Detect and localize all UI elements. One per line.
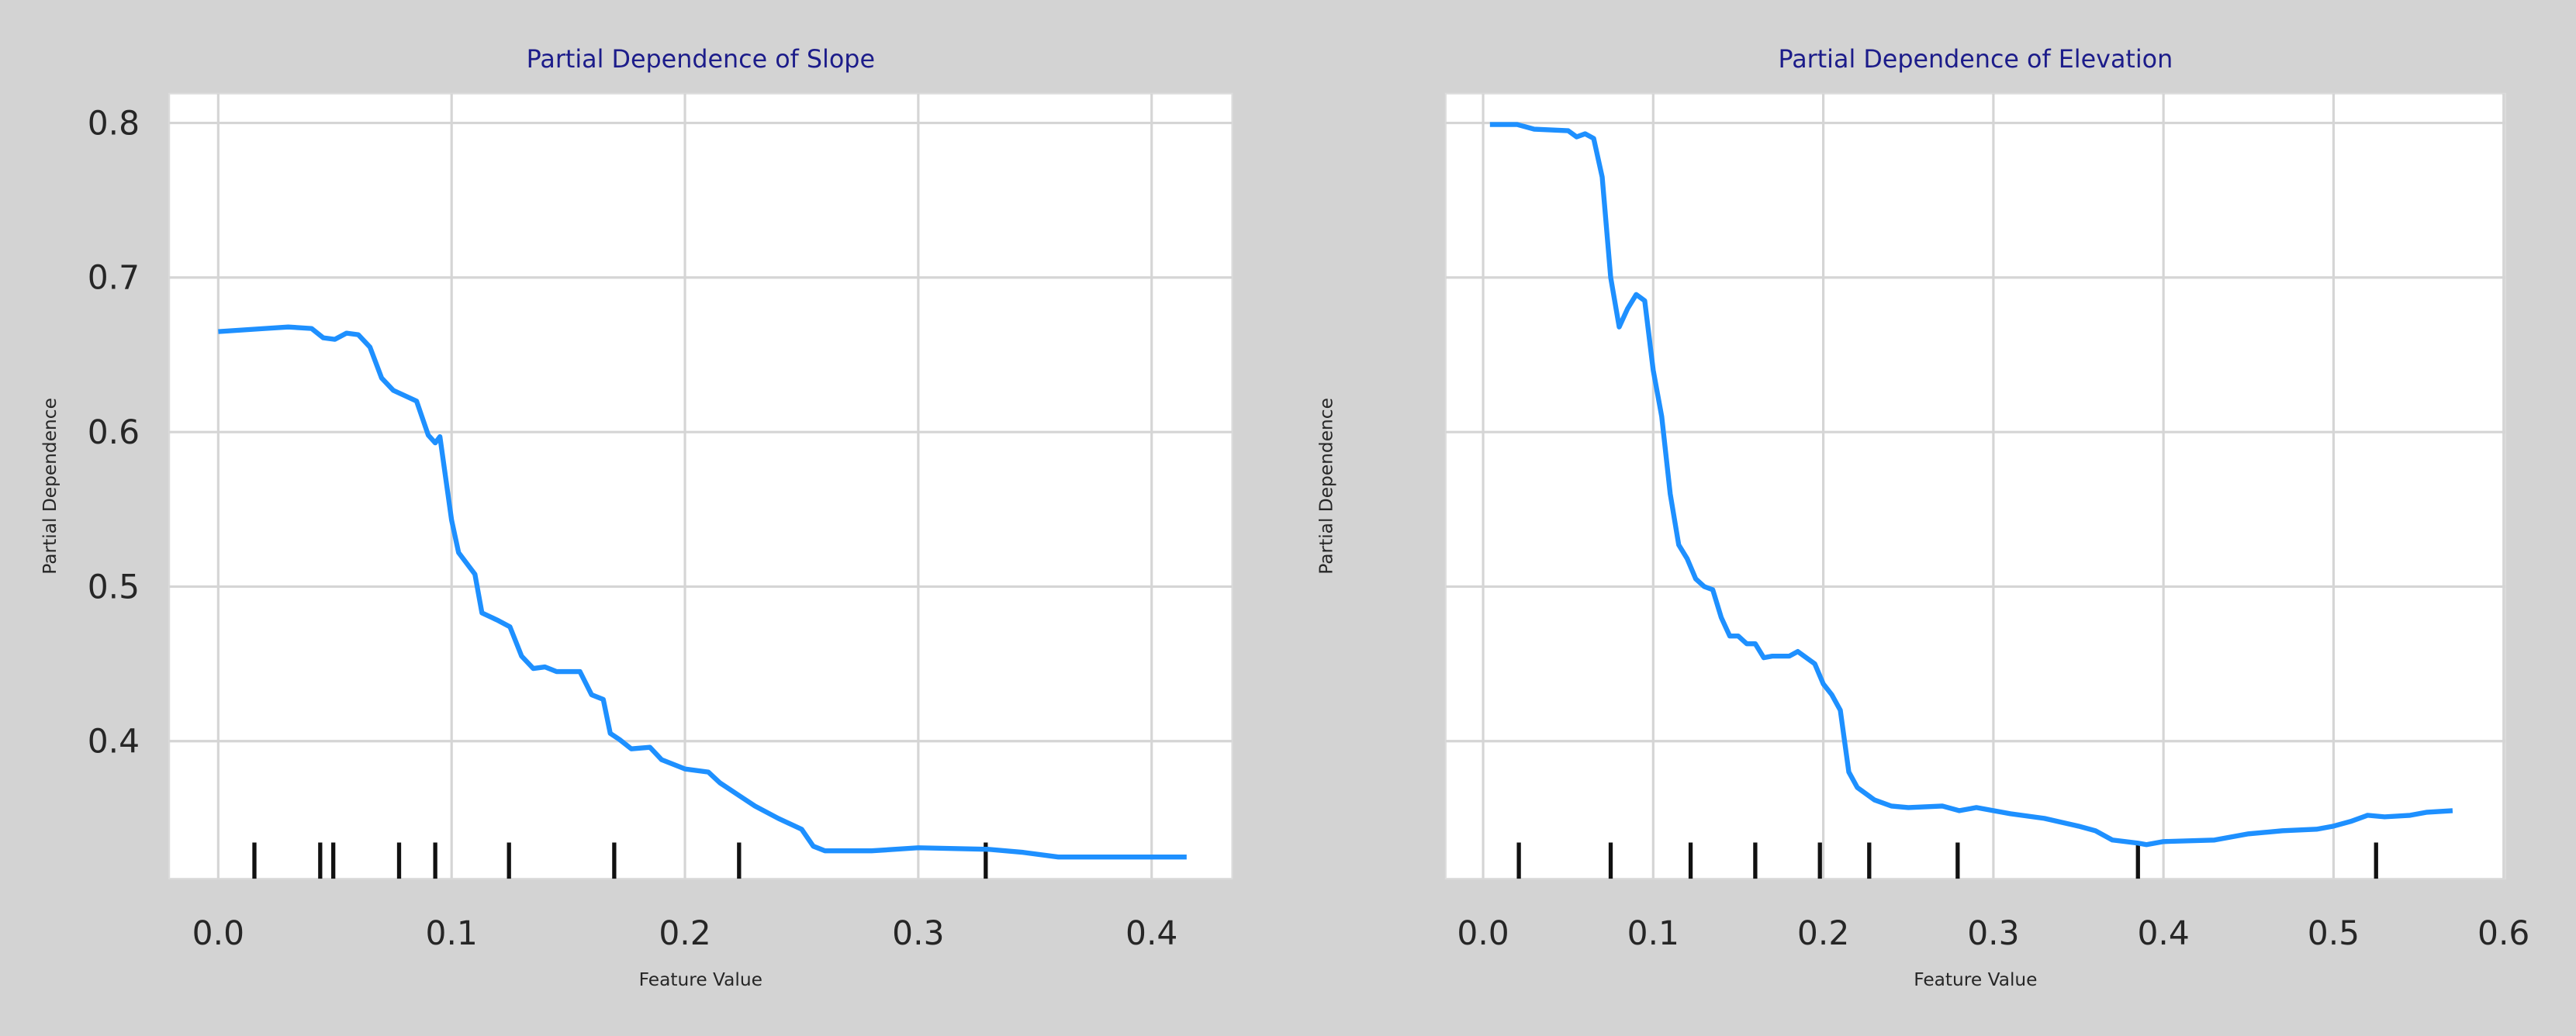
x-tick-label: 0.3	[892, 914, 944, 952]
x-tick-label: 0.2	[659, 914, 711, 952]
y-tick-label: 0.8	[88, 104, 140, 142]
x-tick-label: 0.4	[1125, 914, 1177, 952]
y-tick-label: 0.7	[88, 259, 140, 297]
x-axis-label: Feature Value	[1914, 969, 2037, 990]
plot-area	[1444, 92, 2506, 880]
x-tick-label: 0.4	[2137, 914, 2189, 952]
y-axis-label: Partial Dependence	[1316, 398, 1337, 575]
x-tick-label: 0.2	[1797, 914, 1849, 952]
x-tick-label: 0.1	[426, 914, 478, 952]
y-tick-label: 0.4	[88, 723, 140, 761]
x-tick-label: 0.1	[1627, 914, 1679, 952]
chart-title: Partial Dependence of Elevation	[1778, 46, 2173, 74]
chart-title: Partial Dependence of Slope	[527, 46, 875, 74]
y-axis-label: Partial Dependence	[40, 398, 61, 575]
x-tick-label: 0.6	[2477, 914, 2529, 952]
pd-line	[218, 324, 1187, 860]
x-tick-label: 0.0	[192, 914, 244, 952]
plot-area	[168, 92, 1233, 880]
x-tick-label: 0.3	[1967, 914, 2019, 952]
x-tick-label: 0.5	[2308, 914, 2360, 952]
x-axis-label: Feature Value	[639, 969, 762, 990]
y-tick-label: 0.5	[88, 568, 140, 606]
x-tick-label: 0.0	[1457, 914, 1509, 952]
pd-line	[1489, 122, 2453, 848]
y-tick-label: 0.6	[88, 413, 140, 451]
